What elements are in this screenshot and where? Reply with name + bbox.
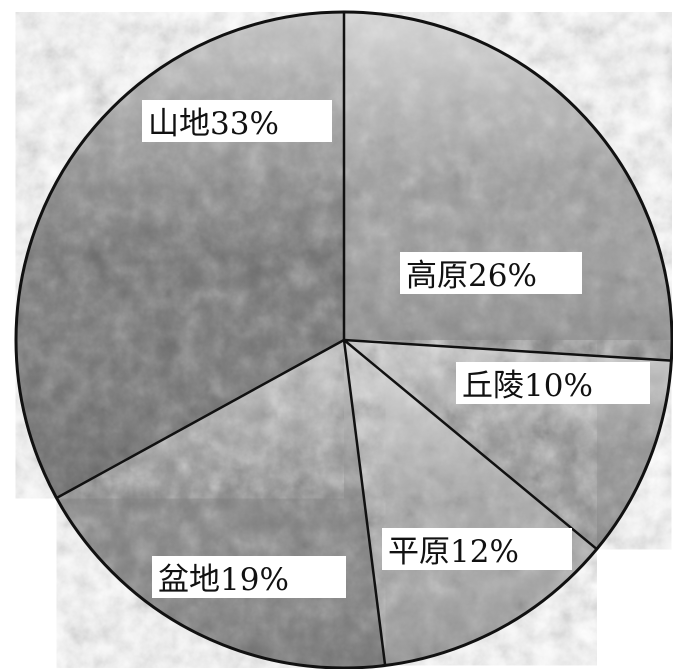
slice-label-hills: 丘陵10% — [456, 362, 650, 404]
label-background — [456, 362, 650, 404]
slice-label-plain: 平原12% — [382, 528, 572, 570]
slice-label-mountains: 山地33% — [142, 100, 332, 142]
slice-divider — [343, 338, 672, 362]
slice-divider — [342, 339, 387, 666]
pie-outline — [14, 10, 673, 669]
slice-label-value: 33% — [210, 106, 279, 142]
slice-label-value: 19% — [220, 562, 289, 598]
slice-label-value: 26% — [468, 258, 537, 294]
pie-slices — [14, 10, 673, 669]
slice-label-plateau: 高原26% — [400, 252, 582, 294]
slice-plateau — [344, 12, 672, 361]
svg-text:盆地19%: 盆地19% — [158, 562, 289, 598]
slice-shading — [344, 12, 672, 361]
slice-label-name: 山地 — [148, 106, 210, 142]
pie-labels: 高原26% 丘陵10% 平原12% 盆地19% 山地33% — [142, 100, 650, 598]
slice-plain — [344, 340, 597, 666]
svg-text:平原12%: 平原12% — [388, 534, 519, 570]
slice-divider — [55, 338, 345, 500]
slice-label-name: 平原 — [388, 534, 450, 570]
label-background — [152, 556, 346, 598]
slice-label-name: 丘陵 — [462, 368, 524, 404]
slice-label-name: 高原 — [406, 258, 468, 294]
svg-text:高原26%: 高原26% — [406, 258, 537, 294]
slice-label-basin: 盆地19% — [152, 556, 346, 598]
svg-text:丘陵10%: 丘陵10% — [462, 368, 593, 404]
svg-text:山地33%: 山地33% — [148, 106, 279, 142]
slice-label-value: 10% — [524, 368, 593, 404]
slice-shading — [344, 340, 597, 666]
slice-label-value: 12% — [450, 534, 519, 570]
label-background — [142, 100, 332, 142]
slice-label-name: 盆地 — [158, 562, 220, 598]
slice-divider — [343, 339, 598, 551]
label-background — [382, 528, 572, 570]
label-background — [400, 252, 582, 294]
